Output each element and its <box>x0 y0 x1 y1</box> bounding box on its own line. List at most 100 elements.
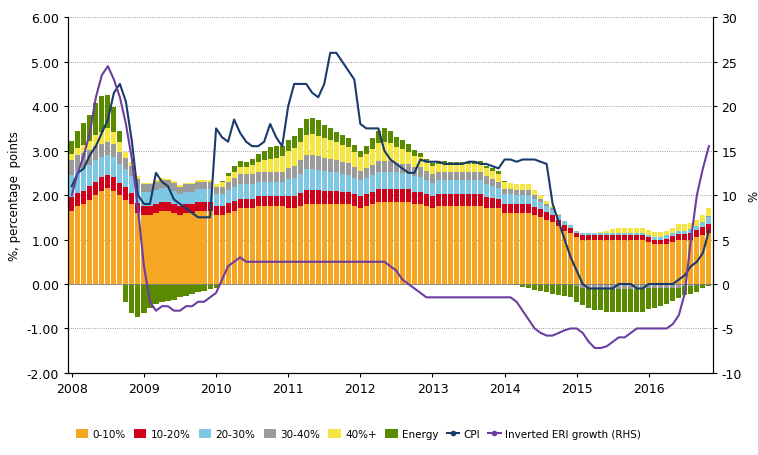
Bar <box>292 197 297 209</box>
Bar <box>298 207 302 284</box>
Bar <box>147 185 152 192</box>
Bar <box>334 191 339 205</box>
Bar <box>249 209 255 284</box>
Bar <box>556 215 561 216</box>
Bar <box>190 185 195 192</box>
Bar <box>550 284 555 294</box>
Bar <box>532 191 537 195</box>
Bar <box>130 205 134 284</box>
Bar <box>586 284 591 289</box>
Bar <box>538 203 543 210</box>
Bar <box>418 205 423 284</box>
Bar <box>153 182 158 190</box>
Bar <box>117 196 123 284</box>
Bar <box>616 240 622 284</box>
Bar <box>442 194 447 207</box>
Bar <box>81 191 86 205</box>
Y-axis label: %, percentage  points: %, percentage points <box>8 131 21 260</box>
Bar <box>364 207 369 284</box>
Bar <box>610 290 615 312</box>
Bar <box>376 162 381 172</box>
Bar <box>664 244 669 284</box>
Bar <box>622 236 628 240</box>
Bar <box>658 240 663 244</box>
Bar <box>406 165 411 174</box>
Bar <box>628 290 634 312</box>
Bar <box>460 181 465 194</box>
Bar <box>658 238 663 240</box>
Bar <box>105 96 111 129</box>
Bar <box>111 158 117 178</box>
Bar <box>412 167 417 177</box>
Bar <box>124 284 128 302</box>
Bar <box>352 207 357 284</box>
Bar <box>99 132 105 145</box>
Bar <box>124 170 128 187</box>
Bar <box>99 158 105 178</box>
Bar <box>568 284 573 298</box>
Bar <box>688 223 694 229</box>
Bar <box>340 192 345 205</box>
Bar <box>418 177 423 192</box>
Bar <box>394 147 399 163</box>
Bar <box>220 207 224 216</box>
Bar <box>641 229 645 233</box>
Bar <box>706 209 712 217</box>
Bar <box>147 192 152 207</box>
Bar <box>220 194 224 207</box>
Bar <box>382 129 387 143</box>
Bar <box>231 178 236 187</box>
Bar <box>111 191 117 284</box>
Bar <box>610 284 615 290</box>
Bar <box>436 207 441 284</box>
Bar <box>496 172 501 174</box>
Bar <box>616 236 622 240</box>
Bar <box>315 156 321 170</box>
Bar <box>490 180 495 187</box>
Bar <box>117 165 123 183</box>
Bar <box>436 162 441 164</box>
Bar <box>171 284 177 300</box>
Bar <box>454 194 459 207</box>
Bar <box>202 181 207 183</box>
Bar <box>255 154 261 162</box>
Bar <box>478 172 483 181</box>
Bar <box>472 207 477 284</box>
Bar <box>136 179 140 188</box>
Bar <box>69 160 74 176</box>
Bar <box>315 170 321 190</box>
Bar <box>442 172 447 181</box>
Bar <box>586 240 591 284</box>
Bar <box>586 289 591 309</box>
Bar <box>358 209 363 284</box>
Bar <box>532 200 537 207</box>
Bar <box>196 284 201 293</box>
Bar <box>574 238 579 284</box>
Bar <box>706 233 712 284</box>
Bar <box>280 182 285 197</box>
Bar <box>436 172 441 181</box>
Bar <box>412 156 417 167</box>
Bar <box>628 284 634 290</box>
Bar <box>136 213 140 284</box>
Bar <box>274 158 279 172</box>
Bar <box>268 159 273 172</box>
Bar <box>352 146 357 153</box>
Bar <box>676 240 681 284</box>
Bar <box>304 120 309 136</box>
Bar <box>87 116 92 142</box>
Bar <box>388 172 393 190</box>
Bar <box>226 204 230 213</box>
Bar <box>147 183 152 185</box>
Bar <box>454 207 459 284</box>
Bar <box>394 173 399 190</box>
Bar <box>653 244 657 284</box>
Bar <box>286 152 291 169</box>
Bar <box>346 163 351 175</box>
Bar <box>610 240 615 284</box>
Bar <box>418 158 423 168</box>
Bar <box>460 207 465 284</box>
Bar <box>171 182 177 183</box>
Bar <box>99 145 105 158</box>
Bar <box>544 202 550 204</box>
